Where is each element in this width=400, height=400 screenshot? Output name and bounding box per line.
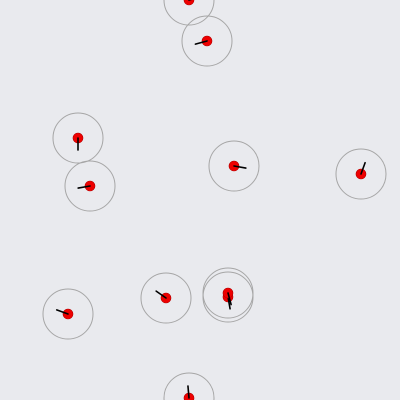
- agent-4: [65, 161, 115, 211]
- agent-8: [141, 273, 191, 323]
- agent-6: [336, 149, 386, 199]
- agent-11: [203, 268, 253, 318]
- agent-2: [182, 16, 232, 66]
- agent-1: [164, 0, 214, 25]
- agent-heading-pointer: [188, 386, 189, 398]
- agent-7: [43, 289, 93, 339]
- agent-3: [53, 113, 103, 163]
- agent-10: [164, 373, 214, 400]
- agent-5: [209, 141, 259, 191]
